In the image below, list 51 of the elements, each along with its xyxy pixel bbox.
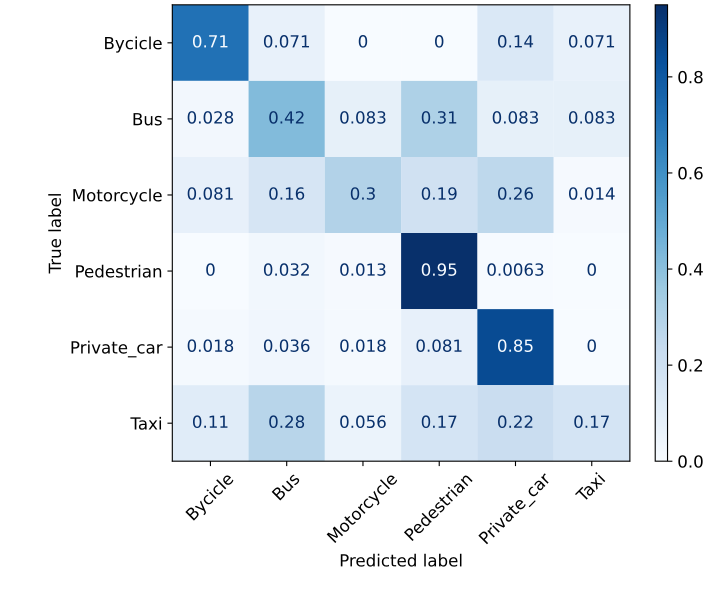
y-tick-label: Bycicle	[105, 36, 162, 53]
data-label: 0.036	[264, 339, 310, 352]
data-label: 0.071	[264, 35, 310, 48]
data-label: 0.14	[498, 35, 534, 48]
y-tick-label: Taxi	[130, 416, 162, 430]
data-label: 0	[588, 339, 596, 352]
data-label: 0	[435, 35, 444, 48]
data-label: 0.071	[568, 35, 614, 48]
x-tick-label: Bus	[272, 472, 300, 501]
y-tick-label: Private_car	[72, 340, 163, 358]
x-tick-label: Taxi	[574, 472, 606, 503]
y-tick-label: Pedestrian	[76, 264, 162, 278]
data-label: 0.028	[188, 111, 234, 124]
data-label: 0	[588, 263, 596, 276]
data-label: 0.018	[188, 339, 234, 352]
color-bar-label: 0.2	[678, 359, 702, 372]
data-label: 0.018	[340, 339, 386, 352]
data-label: 0.083	[340, 111, 386, 124]
data-label: 0.083	[568, 111, 614, 124]
data-label: 0.16	[269, 187, 304, 200]
data-label: 0.083	[492, 111, 538, 124]
data-label: 0.17	[574, 415, 609, 428]
data-label: 0.11	[192, 415, 228, 428]
data-label: 0.85	[498, 339, 533, 352]
data-label: 0.71	[192, 35, 228, 48]
color-bar-label: 0.6	[678, 166, 703, 180]
data-label: 0.013	[340, 263, 386, 276]
data-label: 0.42	[269, 111, 304, 124]
y-tick-label: Bus	[134, 113, 162, 126]
data-label: 0.17	[422, 415, 456, 428]
data-label: 0.081	[416, 339, 462, 352]
data-label: 0.95	[422, 263, 456, 276]
data-label: 0	[206, 263, 215, 276]
data-label: 0.26	[498, 187, 533, 200]
data-label: 0.056	[340, 415, 386, 428]
data-label: 0	[358, 35, 368, 48]
data-label: 0.31	[422, 111, 456, 124]
data-label: 0.28	[269, 415, 304, 428]
color-bar-label: 0.0	[678, 455, 703, 468]
color-bar-label: 0.4	[678, 263, 703, 276]
data-label: 0.19	[422, 187, 457, 200]
data-label: 0.3	[350, 187, 375, 200]
data-label: 0.014	[568, 187, 615, 200]
data-label: 0.032	[264, 263, 309, 276]
data-label: 0.22	[498, 415, 532, 428]
data-label: 0.081	[188, 187, 233, 200]
color-bar-label: 0.8	[678, 70, 703, 84]
y-axis-title: True label	[48, 194, 62, 274]
x-axis-title: Predicted label	[340, 554, 462, 567]
data-label: 0.0063	[487, 263, 544, 276]
y-tick-label: Motorcycle	[73, 188, 162, 205]
